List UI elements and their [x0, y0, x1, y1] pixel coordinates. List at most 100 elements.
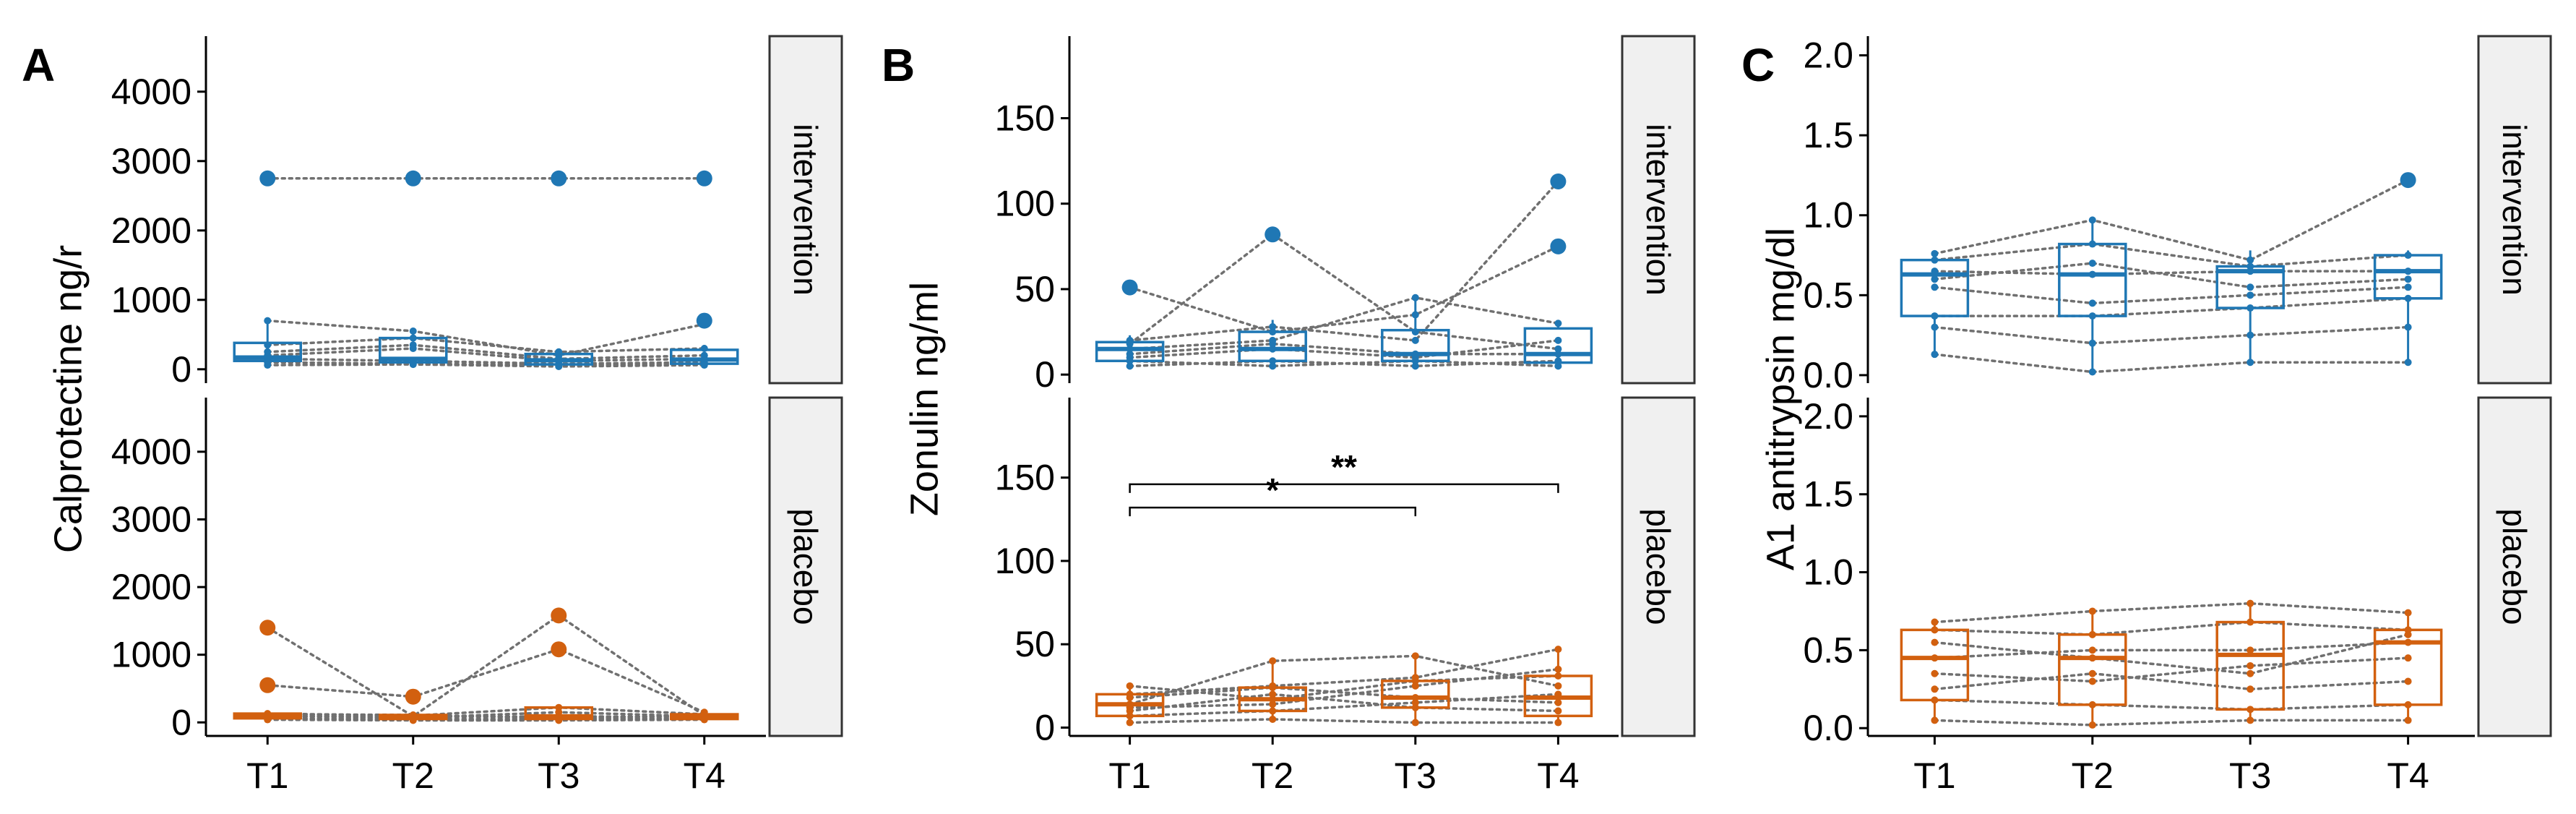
x-tick-label: T2: [392, 755, 434, 796]
data-point: [1126, 345, 1134, 353]
x-tick-label: T4: [2387, 755, 2429, 796]
data-point: [1931, 654, 1939, 662]
subject-line: [1128, 233, 1560, 351]
subject-line: [1128, 693, 1560, 718]
y-tick-label: 0: [1035, 707, 1055, 747]
data-point: [409, 341, 417, 349]
data-point: [1554, 336, 1562, 344]
data-point: [555, 348, 563, 356]
data-point: [2088, 368, 2096, 376]
data-point: [2247, 291, 2254, 299]
bracket-line: [1129, 506, 1417, 517]
panel-tag: B: [882, 39, 915, 91]
subject-line: [1933, 297, 2410, 317]
data-point: [2404, 294, 2412, 302]
data-point: [555, 355, 563, 363]
data-point: [2404, 654, 2412, 662]
subject-line: [266, 357, 706, 365]
data-point: [2247, 256, 2254, 264]
y-axis-title: Zonulin ng/ml: [903, 282, 946, 516]
data-point: [2247, 706, 2254, 714]
outlier-point: [1121, 279, 1138, 296]
subject-line: [1128, 654, 1560, 706]
data-point: [2088, 216, 2096, 224]
bracket-line: [1129, 483, 1559, 493]
strip-placebo: [1621, 396, 1696, 737]
subject-line: [266, 347, 706, 363]
data-point: [2088, 339, 2096, 347]
subject-line: [1128, 180, 1560, 342]
facet-intervention: 0 1000 2000 3000 4000 intervention: [111, 35, 843, 390]
subject-line: [1128, 648, 1560, 696]
subject-line: [266, 343, 706, 361]
data-point: [2247, 283, 2254, 291]
outlier-point: [1550, 238, 1567, 254]
data-point: [1269, 362, 1277, 370]
data-point: [1126, 712, 1134, 720]
outlier-point: [551, 170, 567, 187]
strip-intervention: [2477, 35, 2552, 385]
data-point: [1411, 719, 1419, 727]
x-tick-label: T3: [2229, 755, 2271, 796]
data-point: [1269, 684, 1277, 692]
facet-placebo: 0.0 0.5 1.0 1.5 2.0 placebo: [1803, 396, 2552, 748]
data-point: [2088, 677, 2096, 685]
data-point: [2247, 685, 2254, 693]
facet-intervention: 0 50 100 150 intervention: [995, 35, 1696, 395]
outlier-point: [259, 170, 276, 187]
data-point: [1411, 328, 1419, 336]
x-tick-label: T2: [1252, 755, 1293, 796]
data-point: [1126, 719, 1134, 727]
data-point: [2404, 283, 2412, 291]
data-point: [1554, 682, 1562, 690]
y-tick-label: 0.0: [1803, 708, 1853, 748]
x-tick-label: T3: [538, 755, 580, 796]
panel-b: B Zonulin ng/ml 0 50 100 150 intervention 0 50 10…: [882, 35, 1696, 796]
y-tick-label: 1.0: [1803, 195, 1853, 236]
outlier-point: [551, 607, 567, 624]
data-point: [1411, 311, 1419, 319]
data-point: [1554, 707, 1562, 715]
data-point: [1269, 715, 1277, 723]
subject-line: [1933, 270, 2410, 276]
data-point: [1411, 698, 1419, 706]
box-iqr: [2058, 633, 2127, 706]
data-point: [2404, 275, 2412, 283]
subject-line: [1933, 719, 2410, 727]
data-point: [2088, 270, 2096, 278]
x-tick-label: T1: [1108, 755, 1150, 796]
y-axis-title: Calprotectine ng/r: [46, 245, 90, 553]
data-point: [2247, 669, 2254, 677]
data-point: [1411, 362, 1419, 370]
outlier-point: [1265, 226, 1281, 243]
subject-line: [1933, 672, 2410, 691]
significance-bracket: **: [1129, 448, 1559, 493]
subject-line: [1128, 359, 1560, 368]
outlier-point: [405, 170, 421, 187]
data-point: [1554, 357, 1562, 365]
y-tick-label: 50: [1015, 624, 1055, 664]
subject-line: [1933, 242, 2410, 268]
data-point: [1931, 312, 1939, 320]
box-T4: [2373, 250, 2443, 363]
y-tick-label: 0.0: [1803, 355, 1853, 395]
data-point: [409, 334, 417, 342]
subject-line: [1933, 656, 2410, 683]
data-point: [1931, 626, 1939, 634]
x-tick-label: T4: [1537, 755, 1579, 796]
data-point: [1554, 665, 1562, 673]
data-point: [1411, 336, 1419, 344]
panel-tag: A: [22, 39, 55, 91]
facet-placebo: 0 1000 2000 3000 4000 placebo: [111, 396, 843, 742]
data-point: [1931, 267, 1939, 275]
strip-intervention: [1621, 35, 1696, 385]
subject-line: [266, 718, 706, 722]
data-point: [409, 361, 417, 369]
data-point: [264, 711, 272, 719]
data-point: [1554, 646, 1562, 654]
data-point: [1931, 696, 1939, 704]
data-point: [1269, 657, 1277, 665]
subject-line: [1128, 342, 1560, 356]
subject-line: [1933, 641, 2410, 659]
strip-label: placebo: [787, 508, 824, 625]
